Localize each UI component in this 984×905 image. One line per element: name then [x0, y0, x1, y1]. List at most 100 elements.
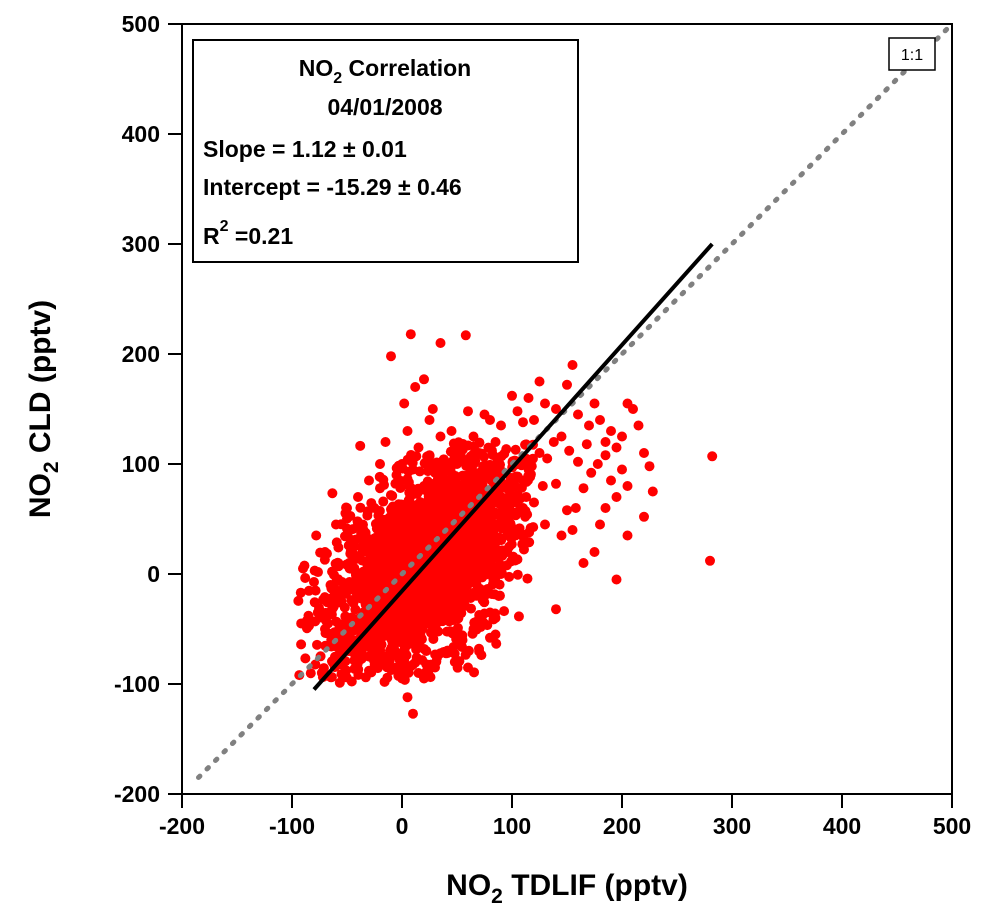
x-tick-label: -100	[269, 813, 315, 839]
data-point	[427, 487, 438, 498]
data-point	[386, 351, 396, 362]
data-point	[562, 379, 572, 390]
data-point	[567, 525, 578, 535]
data-point	[391, 662, 402, 673]
data-point	[357, 555, 368, 566]
y-tick-label: 200	[122, 341, 160, 367]
data-point	[474, 448, 484, 458]
data-point	[347, 536, 358, 546]
data-point	[644, 461, 655, 472]
data-point	[633, 420, 644, 431]
y-ticks: -200 -100 0 100 200 300 400 500	[114, 11, 182, 807]
data-point	[453, 487, 464, 498]
data-point	[397, 505, 408, 516]
data-point	[427, 404, 438, 414]
data-point	[600, 437, 611, 447]
data-point	[611, 492, 622, 502]
data-point	[397, 673, 407, 684]
data-point	[375, 459, 385, 469]
data-point	[402, 692, 413, 703]
x-tick-label: -200	[159, 813, 205, 839]
data-point	[448, 447, 459, 458]
data-point	[457, 439, 468, 450]
y-tick-label: -100	[114, 671, 160, 697]
data-point	[540, 519, 550, 530]
data-point	[463, 662, 473, 673]
data-point	[397, 459, 407, 469]
data-point	[385, 490, 396, 501]
data-point	[364, 558, 375, 569]
x-tick-label: 400	[823, 813, 861, 839]
data-point	[387, 619, 398, 630]
data-point	[512, 569, 523, 580]
data-point	[447, 604, 458, 615]
data-point	[300, 653, 311, 664]
data-point	[405, 505, 416, 516]
data-point	[391, 470, 402, 480]
data-point	[556, 530, 567, 541]
data-point	[411, 652, 422, 663]
y-tick-label: 0	[147, 561, 160, 587]
annotation-r2-prefix: R	[203, 223, 220, 249]
data-point	[449, 657, 460, 667]
data-point	[448, 474, 459, 485]
data-point	[441, 475, 451, 486]
data-point	[382, 629, 393, 640]
data-point	[375, 657, 385, 667]
data-point	[311, 530, 322, 541]
data-point	[296, 639, 307, 650]
x-tick-label: 500	[933, 813, 971, 839]
data-point	[444, 616, 455, 627]
data-point	[562, 505, 572, 516]
data-point	[606, 475, 616, 486]
data-point	[435, 431, 446, 442]
data-point	[390, 514, 401, 525]
y-axis-title-prefix: NO	[24, 473, 57, 518]
data-point	[407, 545, 418, 556]
data-point	[416, 578, 427, 589]
data-point	[305, 668, 316, 679]
y-tick-label: -200	[114, 781, 160, 807]
data-point	[374, 471, 385, 482]
data-point	[333, 561, 344, 572]
data-point	[600, 503, 611, 513]
data-point	[564, 445, 575, 456]
annotation-slope: Slope = 1.12 ± 0.01	[203, 136, 407, 162]
data-point	[479, 409, 490, 420]
data-point	[423, 528, 434, 539]
data-point	[510, 481, 521, 492]
data-point	[378, 496, 389, 507]
data-point	[501, 444, 512, 455]
data-point	[451, 566, 462, 577]
data-point	[448, 542, 459, 553]
data-point	[510, 555, 521, 566]
data-point	[540, 398, 550, 409]
data-point	[310, 659, 321, 670]
x-ticks: -200 -100 0 100 200 300 400 500	[159, 794, 971, 839]
data-point	[647, 486, 658, 497]
data-point	[528, 522, 539, 533]
data-point	[419, 481, 429, 491]
data-point	[325, 580, 336, 590]
data-point	[435, 648, 446, 659]
data-point	[492, 462, 503, 473]
data-point	[504, 571, 515, 582]
data-point	[424, 450, 435, 461]
data-point	[407, 516, 418, 527]
data-point	[639, 511, 649, 522]
data-point	[460, 649, 471, 660]
data-point	[318, 663, 329, 674]
data-point	[360, 546, 371, 557]
data-point	[424, 415, 435, 425]
data-point	[468, 431, 479, 442]
data-point	[360, 595, 371, 606]
x-axis-title-prefix: NO	[446, 869, 491, 902]
data-point	[570, 503, 581, 513]
data-point	[452, 622, 463, 633]
annotation-frame	[192, 39, 579, 263]
data-point	[491, 638, 502, 649]
data-point	[419, 374, 429, 385]
annotation-title-suffix: Correlation	[342, 55, 471, 81]
data-point	[551, 478, 561, 489]
